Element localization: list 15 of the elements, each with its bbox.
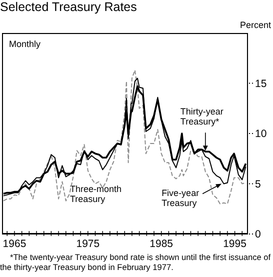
text: *The twenty-year Treasury bond rate is shown until the first issuance of the thirty-year Treasury bond in February 1977.: [0, 252, 272, 272]
annotation: Three-month Treasury: [70, 184, 122, 204]
y-tick-label: 0: [255, 228, 261, 241]
annotation: Monthly: [9, 39, 42, 49]
x-tick-label: 1985: [150, 238, 174, 250]
annotation: Five-year Treasury: [162, 188, 200, 208]
x-tick-label: 1995: [223, 238, 247, 250]
x-tick-label: 1965: [2, 238, 26, 250]
y-axis-title: Percent: [240, 20, 271, 30]
annotation: Thirty-year Treasury*: [180, 106, 224, 127]
chart-title: Selected Treasury Rates: [0, 0, 137, 14]
x-tick-label: 1975: [76, 238, 100, 250]
y-tick-label: 5: [255, 178, 261, 190]
y-tick-label: 15: [255, 78, 267, 90]
y-tick-label: 10: [255, 128, 267, 140]
